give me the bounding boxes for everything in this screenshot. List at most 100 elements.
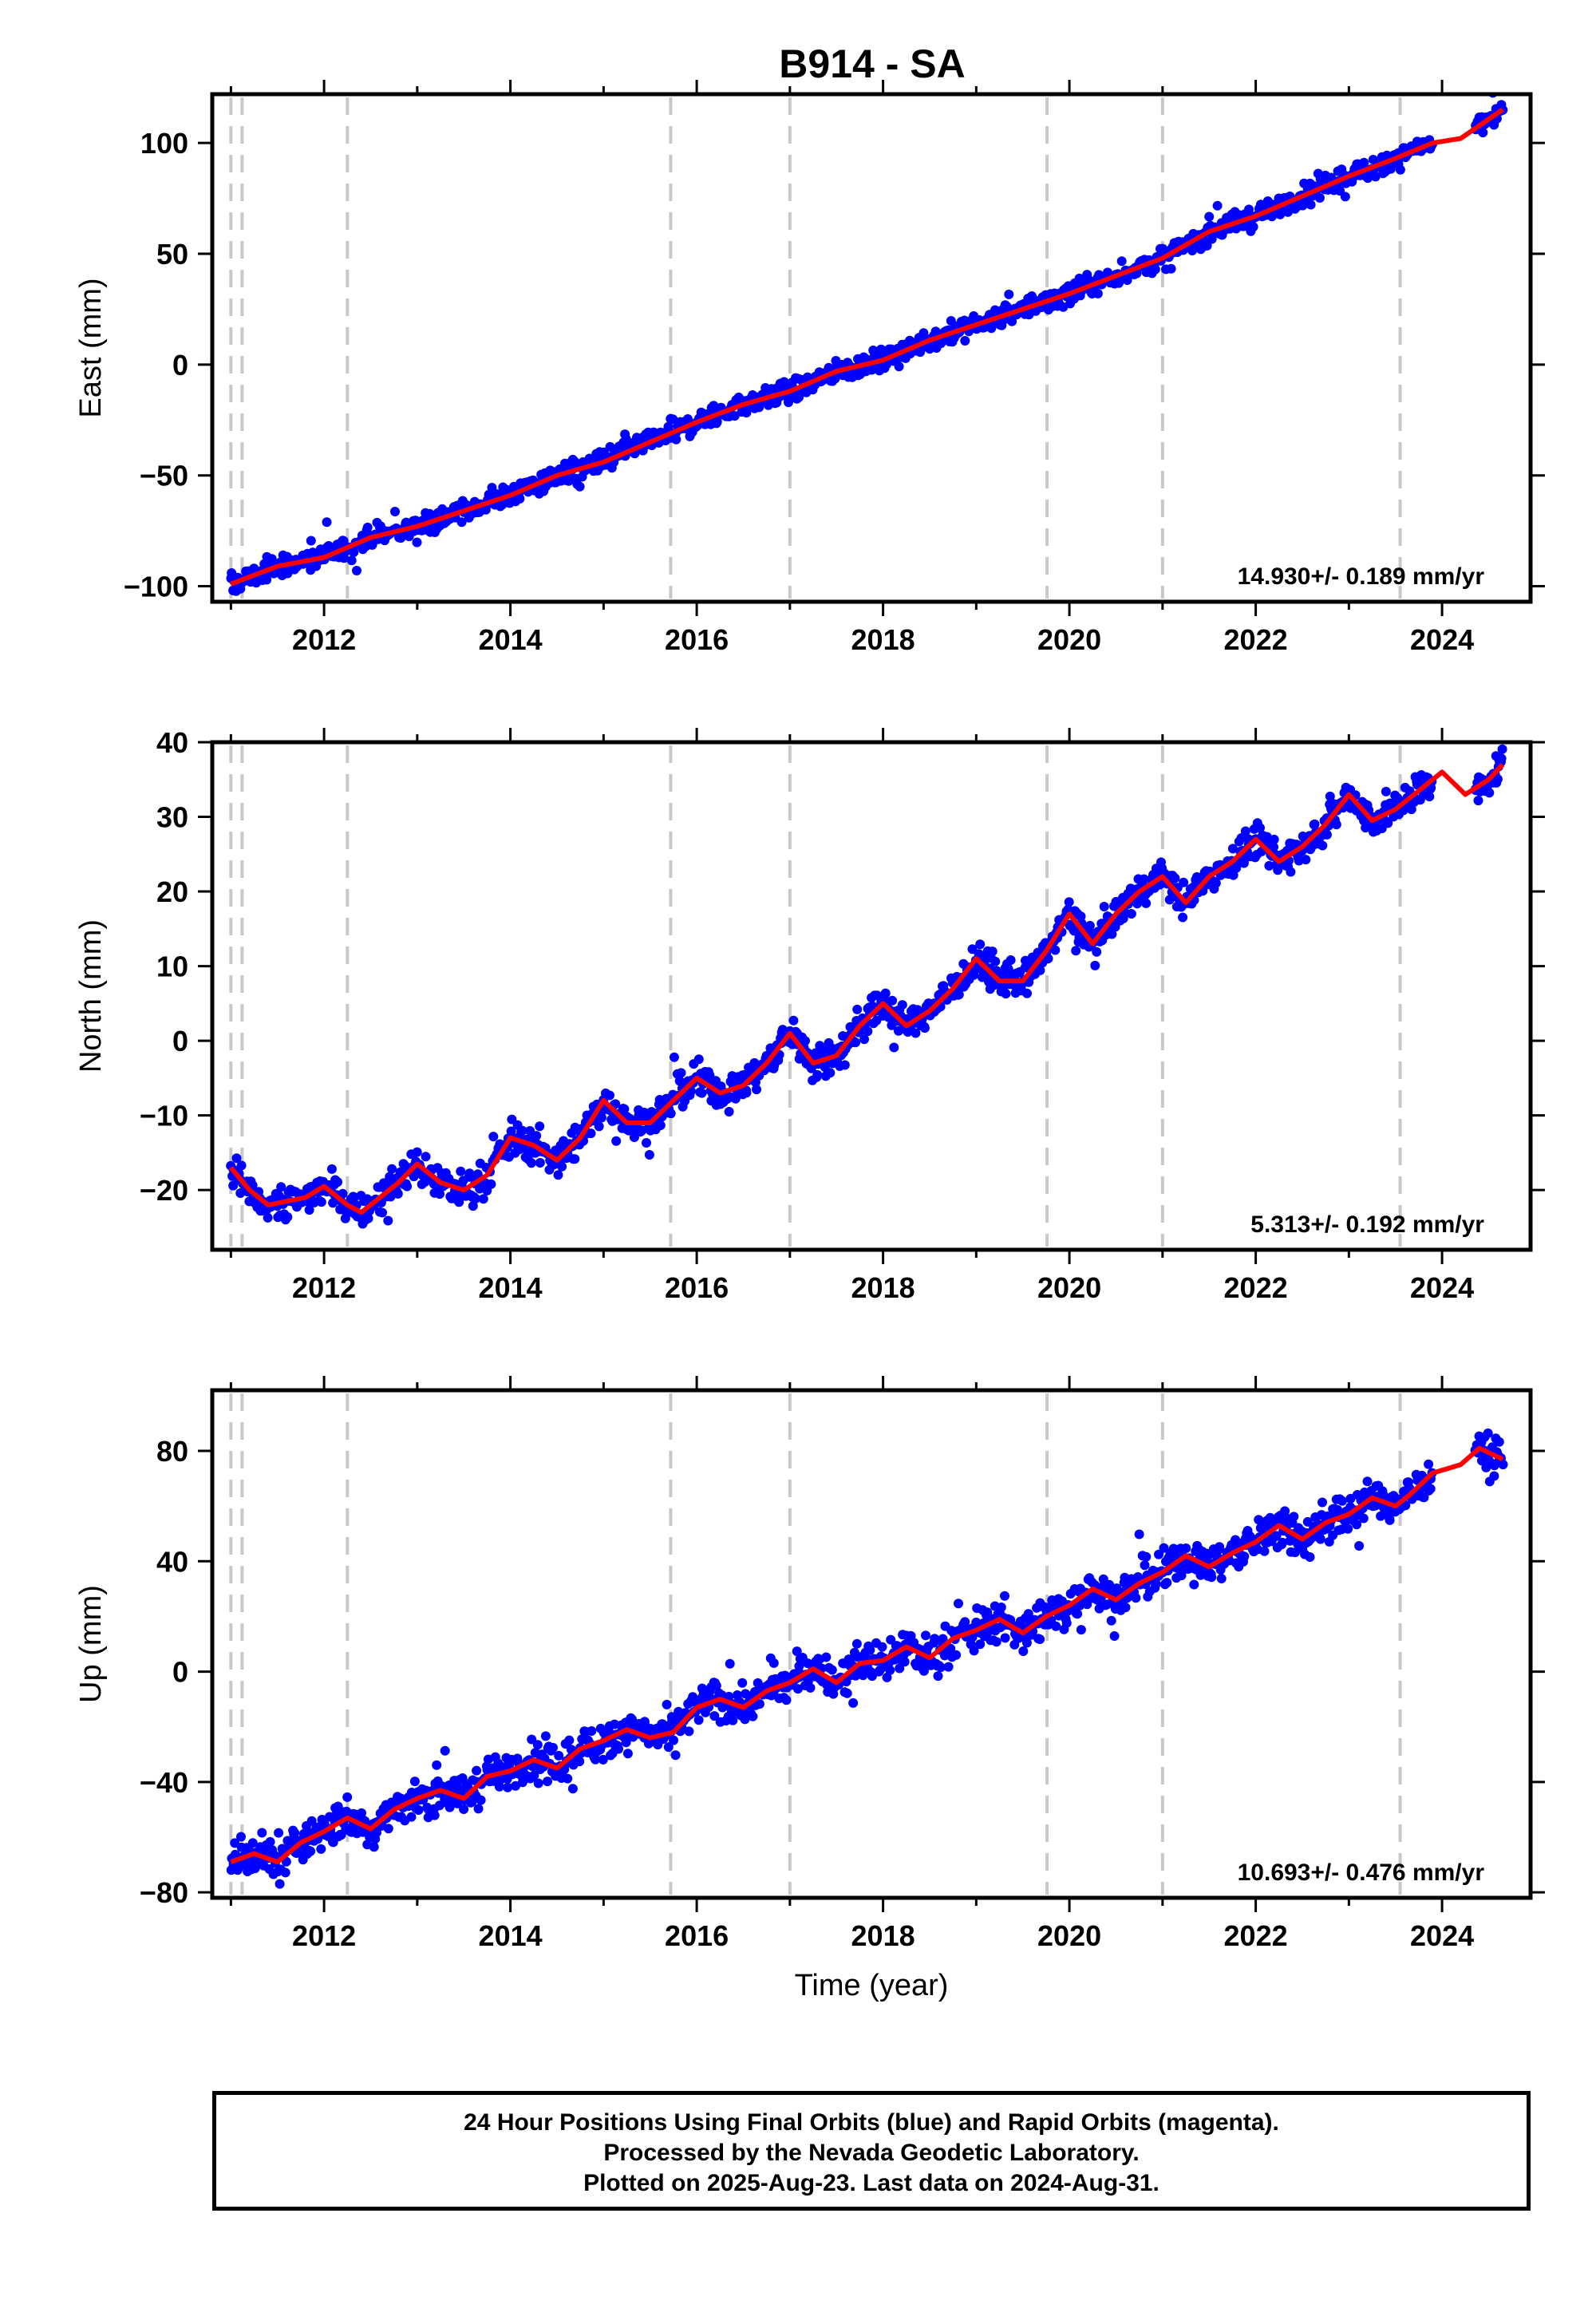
data-point <box>497 500 508 510</box>
data-point <box>1122 275 1132 285</box>
x-tick-label: 2012 <box>292 1919 356 1952</box>
data-point <box>1202 240 1212 251</box>
data-point <box>1151 1579 1161 1589</box>
data-point <box>1289 1512 1299 1522</box>
data-point <box>1104 1579 1115 1590</box>
data-point <box>627 1714 637 1725</box>
data-point <box>429 1810 440 1820</box>
data-point <box>877 1642 887 1652</box>
x-tick-label: 2022 <box>1224 1271 1288 1304</box>
data-point <box>1092 288 1103 298</box>
data-point <box>730 1093 741 1104</box>
data-point <box>488 1132 499 1142</box>
x-tick-label: 2014 <box>479 1271 543 1304</box>
scatter-series-north <box>226 744 1507 1229</box>
data-point <box>1035 1634 1045 1644</box>
data-point <box>1179 877 1189 887</box>
data-point <box>1419 1492 1429 1503</box>
x-tick-label: 2016 <box>665 623 729 656</box>
data-point <box>851 1037 860 1048</box>
data-point <box>655 1120 666 1130</box>
data-point <box>749 1057 760 1068</box>
data-point <box>806 1063 816 1073</box>
data-point <box>1383 818 1393 828</box>
data-point <box>1343 1524 1353 1534</box>
data-point <box>434 1800 444 1811</box>
data-point <box>969 1646 979 1656</box>
data-point <box>1385 164 1396 174</box>
data-point <box>899 1657 910 1667</box>
y-tick-label: 40 <box>156 726 188 759</box>
data-point <box>887 995 898 1006</box>
data-point <box>1473 796 1483 806</box>
data-point <box>792 1684 803 1694</box>
data-point <box>1018 1646 1029 1656</box>
data-point <box>567 1784 578 1794</box>
x-axis-label: Time (year) <box>795 1969 949 2002</box>
data-point <box>1352 1520 1362 1530</box>
data-point <box>338 536 349 546</box>
panel-north: 2012 2014 2016 2018 2020 2022 2024 −20 −10 0 10 20 3… <box>74 726 1545 1304</box>
data-point <box>671 434 681 445</box>
data-point <box>748 1711 758 1721</box>
data-point <box>1264 860 1274 871</box>
data-point <box>363 1213 373 1223</box>
data-point <box>236 1832 246 1842</box>
panel-up: 2012 2014 2016 2018 2020 2022 2024 −80 −40 0 40 80 U… <box>74 1376 1545 2002</box>
x-tick-label: 2012 <box>292 1271 356 1304</box>
plot-frame <box>210 1388 1533 1900</box>
data-point <box>1255 823 1265 833</box>
chart-title: B914 - SA <box>779 41 965 86</box>
y-tick-label: 80 <box>156 1435 188 1468</box>
data-point <box>1043 954 1053 964</box>
data-point <box>369 1842 379 1852</box>
data-point <box>1064 897 1074 907</box>
data-point <box>987 947 998 957</box>
rate-label: 5.313+/- 0.192 mm/yr <box>1250 1211 1484 1238</box>
data-point <box>666 1109 676 1119</box>
y-axis-label: East (mm) <box>74 278 108 417</box>
data-point <box>1240 826 1250 836</box>
data-point <box>1305 1552 1315 1562</box>
model-curve-up <box>230 1445 1504 1865</box>
data-point <box>954 1599 963 1609</box>
data-point <box>1228 870 1238 880</box>
data-point <box>306 536 316 546</box>
data-point <box>911 1028 921 1038</box>
data-point <box>459 1804 469 1814</box>
data-point <box>839 1060 850 1070</box>
data-point <box>729 411 740 421</box>
data-point <box>1035 965 1045 975</box>
data-point <box>668 414 678 425</box>
data-point <box>1381 786 1391 796</box>
data-point <box>1273 865 1283 875</box>
y-axis-label: North (mm) <box>74 919 108 1073</box>
data-point <box>1494 1437 1504 1447</box>
data-point <box>383 1824 393 1834</box>
data-point <box>377 1207 387 1218</box>
data-point <box>1159 1543 1169 1553</box>
data-point <box>435 1189 444 1199</box>
data-point <box>531 1131 542 1141</box>
x-tick-label: 2024 <box>1410 1919 1474 1952</box>
x-tick-label: 2020 <box>1037 623 1101 656</box>
data-point <box>697 1088 707 1098</box>
y-tick-label: 0 <box>172 1025 188 1057</box>
data-point <box>1314 193 1325 203</box>
plot-frame <box>210 740 1533 1252</box>
data-point <box>1073 1609 1083 1619</box>
data-point <box>897 1000 907 1010</box>
data-point <box>859 1034 869 1045</box>
data-point <box>1099 902 1109 911</box>
data-point <box>412 537 422 547</box>
data-point <box>1278 1537 1288 1547</box>
data-point <box>693 1715 704 1725</box>
plot-frame <box>210 92 1533 604</box>
data-point <box>1204 211 1215 222</box>
data-point <box>564 1735 575 1745</box>
data-point <box>741 1088 752 1098</box>
data-point <box>991 1637 1001 1647</box>
data-point <box>1181 1543 1191 1553</box>
data-point <box>1139 874 1149 884</box>
data-point <box>1317 1497 1327 1508</box>
